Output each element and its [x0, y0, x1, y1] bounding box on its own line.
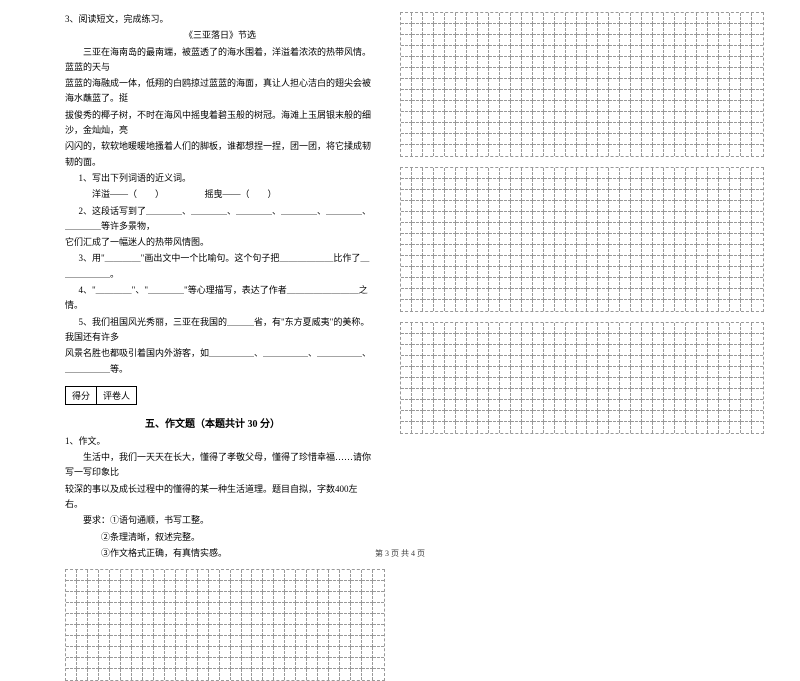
- passage-line: 蓝蓝的海融成一体，低翔的白鸥掠过蓝蓝的海面，真让人担心洁白的翅尖会被海水蘸蓝了。…: [65, 76, 375, 107]
- page-footer: 第 3 页 共 4 页: [0, 548, 800, 559]
- grader-label: 评卷人: [97, 387, 136, 404]
- passage-line: 三亚在海南岛的最南端，被蓝透了的海水围着，洋溢着浓浓的热带风情。蓝蓝的天与: [65, 45, 375, 76]
- subquestion-4: 4、"＿＿＿＿"、"＿＿＿＿"等心理描写，表达了作者＿＿＿＿＿＿＿＿之情。: [65, 283, 375, 314]
- passage-title: 《三亚落日》节选: [65, 28, 375, 43]
- writing-grid-right-3: [400, 322, 764, 434]
- subquestion-5a: 5、我们祖国风光秀丽，三亚在我国的＿＿＿省，有"东方夏威夷"的美称。我国还有许多: [65, 315, 375, 346]
- passage-line: 拔俊秀的椰子树，不时在海风中摇曳着碧玉般的树冠。海滩上玉屑银末般的细沙，金灿灿，…: [65, 108, 375, 139]
- subquestion-3: 3、用"＿＿＿＿"画出文中一个比喻句。这个句子把＿＿＿＿＿＿比作了＿＿＿＿＿＿。: [65, 251, 375, 282]
- section-5-title: 五、作文题（本题共计 30 分）: [65, 415, 375, 430]
- subquestion-1-blanks: 洋溢——（ ） 摇曳——（ ）: [65, 187, 375, 202]
- subquestion-1: 1、写出下列词语的近义词。: [65, 171, 375, 186]
- writing-grid-left: [65, 569, 385, 681]
- essay-prompt: 较深的事以及成长过程中的懂得的某一种生活道理。题目自拟，字数400左右。: [65, 482, 375, 513]
- writing-grid-right-1: [400, 12, 764, 157]
- writing-grid-right-2: [400, 167, 764, 312]
- essay-prompt: 生活中，我们一天天在长大，懂得了孝敬父母，懂得了珍惜幸福……请你写一写印象比: [65, 450, 375, 481]
- essay-requirement-2: ②条理清晰，叙述完整。: [65, 530, 375, 545]
- score-label: 得分: [66, 387, 97, 404]
- subquestion-2b: 它们汇成了一幅迷人的热带风情图。: [65, 235, 375, 250]
- essay-question: 1、作文。: [65, 434, 375, 449]
- score-box: 得分 评卷人: [65, 386, 137, 405]
- question-3-heading: 3、阅读短文，完成练习。: [65, 12, 375, 27]
- passage-line: 闪闪的，软软地暖暖地搔着人们的脚板，谁都想捏一捏，团一团，将它揉成韧韧的面。: [65, 139, 375, 170]
- subquestion-2: 2、这段话写到了＿＿＿＿、＿＿＿＿、＿＿＿＿、＿＿＿＿、＿＿＿＿、＿＿＿＿等许多…: [65, 204, 375, 235]
- essay-requirement-1: 要求：①语句通顺，书写工整。: [65, 513, 375, 528]
- subquestion-5b: 风景名胜也都吸引着国内外游客，如＿＿＿＿＿、＿＿＿＿＿、＿＿＿＿＿、＿＿＿＿＿等…: [65, 346, 375, 377]
